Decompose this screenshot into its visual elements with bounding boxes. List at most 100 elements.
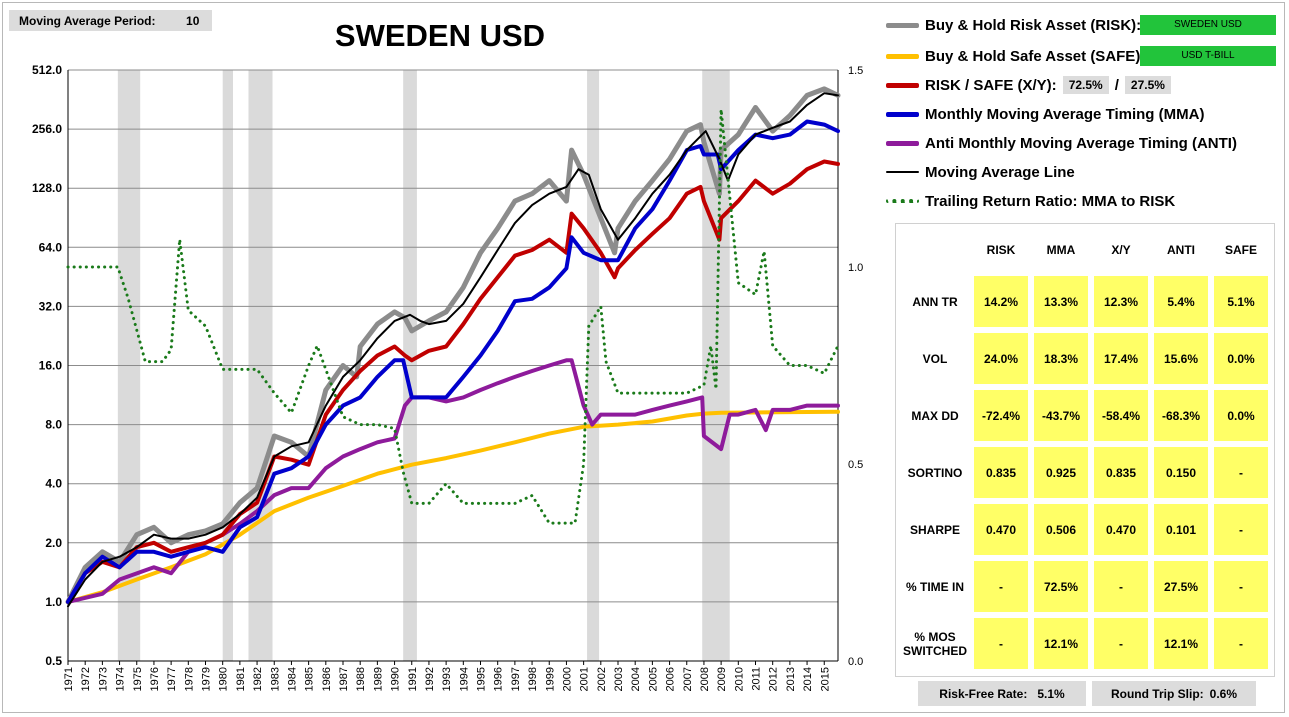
series-line-mma [66,119,840,604]
x-tick-label: 2012 [768,667,780,691]
x-tick-label: 2013 [785,667,797,691]
stats-cell: 0.925 [1034,447,1088,498]
series-line-risk [65,86,841,605]
round-trip-slip-box: Round Trip Slip: 0.6% [1092,681,1256,706]
stats-row-label: % MOS SWITCHED [903,629,967,658]
chart-title: SWEDEN USD [334,18,546,53]
legend-label-ma: Moving Average Line [925,163,1075,181]
x-tick-label: 1976 [149,667,161,691]
x-tick-label: 1974 [115,667,127,691]
x-tick-label: 1988 [355,667,367,691]
x-tick-label: 1989 [372,667,384,691]
y-tick-label: 256.0 [32,122,62,136]
stats-row-ann-tr: ANN TR 14.2% 13.3% 12.3% 5.4% 5.1% [902,276,1268,327]
stats-cell: 0.101 [1154,504,1208,555]
x-tick-label: 1998 [527,667,539,691]
stats-cell: - [1214,561,1268,612]
stats-cell: 0.506 [1034,504,1088,555]
ratio-right-box: 27.5% [1124,76,1171,94]
stats-header-xy: X/Y [1111,243,1131,257]
risk-free-value: 5.1% [1037,686,1065,701]
stats-row-label: SHARPE [909,522,960,537]
stats-cell: 14.2% [974,276,1028,327]
x-tick-label: 1980 [218,667,230,691]
stats-row-time-in: % TIME IN - 72.5% - 27.5% - [902,561,1268,612]
legend-item-xy: RISK / SAFE (X/Y): 72.5% / 27.5% [886,73,1171,97]
y-tick-label: 512.0 [32,63,62,77]
y2-tick-label: 1.0 [848,262,863,274]
stats-header-risk: RISK [986,243,1016,257]
stats-cell: 13.3% [1034,276,1088,327]
legend-swatch-safe [886,53,919,59]
stats-cell: - [974,618,1028,669]
y-tick-label: 128.0 [32,181,62,195]
stats-cell: 0.470 [974,504,1028,555]
stats-cell: 5.1% [1214,276,1268,327]
x-tick-label: 2006 [665,667,677,691]
x-tick-label: 1994 [458,667,470,691]
stats-row-mos-switched: % MOS SWITCHED - 12.1% - 12.1% - [902,618,1268,669]
risk-free-rate-box: Risk-Free Rate: 5.1% [918,681,1086,706]
stats-cell: 15.6% [1154,333,1208,384]
stats-header-safe: SAFE [1224,243,1257,257]
stats-row-label: % TIME IN [905,579,964,594]
stats-cell: -72.4% [974,390,1028,441]
legend-item-safe: Buy & Hold Safe Asset (SAFE): [886,44,1145,68]
legend-label-mma: Monthly Moving Average Timing (MMA) [925,105,1205,123]
x-tick-label: 1981 [235,667,247,691]
stats-cell: - [1094,618,1148,669]
stats-cell: 0.150 [1154,447,1208,498]
x-tick-label: 2011 [751,667,763,691]
x-tick-label: 1999 [544,667,556,691]
x-tick-label: 1992 [424,667,436,691]
x-tick-label: 1985 [304,667,316,691]
stats-cell: 17.4% [1094,333,1148,384]
stats-cell: 12.1% [1154,618,1208,669]
x-tick-label: 1996 [493,667,505,691]
legend-label-ratio: Trailing Return Ratio: MMA to RISK [925,192,1176,210]
y-tick-label: 4.0 [45,477,62,491]
y2-tick-label: 0.5 [848,459,863,471]
stats-row-label: SORTINO [907,465,963,480]
x-tick-label: 2002 [596,667,608,691]
series-line-anti [66,358,840,604]
x-tick-label: 1977 [166,667,178,691]
x-tick-label: 1990 [390,667,402,691]
stats-cell: 0.835 [1094,447,1148,498]
legend-label-safe: Buy & Hold Safe Asset (SAFE): [925,47,1146,65]
y2-tick-label: 1.5 [848,65,863,77]
y-tick-label: 64.0 [39,240,63,254]
stats-row-label: ANN TR [912,294,958,309]
x-tick-label: 2000 [561,667,573,691]
stats-cell: - [1214,447,1268,498]
y-tick-label: 16.0 [39,359,63,373]
x-tick-label: 1997 [510,667,522,691]
stats-row-sortino: SORTINO 0.835 0.925 0.835 0.150 - [902,447,1268,498]
x-tick-label: 2014 [802,667,814,691]
risk-asset-badge: SWEDEN USD [1140,15,1276,35]
stats-cell: 24.0% [974,333,1028,384]
x-tick-label: 1971 [63,667,75,691]
stats-cell: 0.835 [974,447,1028,498]
legend-item-ma: Moving Average Line [886,160,1075,184]
x-tick-label: 1975 [132,667,144,691]
legend-label-xy: RISK / SAFE (X/Y): [925,76,1057,94]
stats-row-label: MAX DD [911,408,959,423]
x-tick-label: 2005 [647,667,659,691]
legend-swatch-xy [886,82,919,88]
x-tick-label: 2003 [613,667,625,691]
stats-cell: 12.1% [1034,618,1088,669]
stats-cell: 0.0% [1214,333,1268,384]
x-tick-label: 2010 [733,667,745,691]
stats-cell: 72.5% [1034,561,1088,612]
stats-cell: -58.4% [1094,390,1148,441]
stats-cell: -68.3% [1154,390,1208,441]
legend-swatch-mma [886,111,919,117]
x-tick-label: 2001 [579,667,591,691]
stats-header-anti: ANTI [1167,243,1195,257]
x-tick-label: 2015 [819,667,831,691]
legend-item-risk: Buy & Hold Risk Asset (RISK): [886,13,1141,37]
legend-item-mma: Monthly Moving Average Timing (MMA) [886,102,1204,126]
y2-tick-label: 0.0 [848,656,863,668]
